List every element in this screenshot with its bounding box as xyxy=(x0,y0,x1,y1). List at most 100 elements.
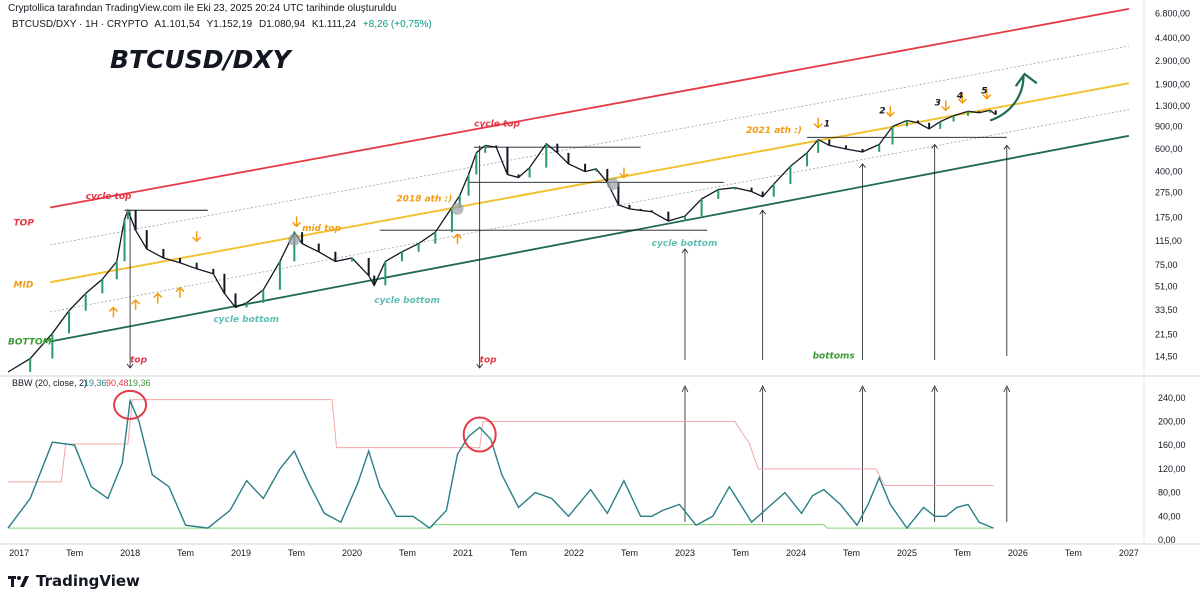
price-axis-label: 33,50 xyxy=(1155,305,1178,315)
green-projection-arrow xyxy=(989,76,1025,122)
bbw-cycle-top-circle xyxy=(462,416,497,453)
price-candle xyxy=(667,211,670,221)
vertical-arrow-head xyxy=(476,363,483,369)
annotation-label: 2021 ath :) xyxy=(746,126,802,136)
vertical-arrow-head xyxy=(859,163,866,169)
annotation-label: mid top xyxy=(302,224,342,234)
price-candle xyxy=(761,191,764,197)
price-candle xyxy=(367,257,370,276)
orange-up-arrow xyxy=(175,286,185,298)
annotation-label: cycle bottom xyxy=(374,296,440,306)
price-axis-label: 400,00 xyxy=(1155,167,1183,177)
time-axis-label: Tem xyxy=(732,548,749,558)
price-candle xyxy=(101,279,104,294)
time-axis-label: 2022 xyxy=(564,548,584,558)
annotation-label: MID xyxy=(14,281,34,291)
annotation-label: 1 xyxy=(824,119,830,129)
orange-down-arrow xyxy=(813,117,823,129)
price-axis-label: 900,00 xyxy=(1155,121,1183,131)
symbol-name[interactable]: BTCUSD/DXY · 1H · CRYPTO xyxy=(12,19,149,30)
channel-line-bottom xyxy=(50,134,1130,343)
time-axis-label: 2019 xyxy=(231,548,251,558)
annotation-label: cycle top xyxy=(474,119,520,129)
bbw-axis-label: 40,00 xyxy=(1158,511,1181,521)
price-candle xyxy=(475,152,478,175)
price-candle xyxy=(400,251,403,262)
price-candle xyxy=(29,358,32,372)
price-candle xyxy=(84,293,87,311)
price-candle xyxy=(556,143,559,153)
time-axis-label: Tem xyxy=(399,548,416,558)
price-axis-label: 21,50 xyxy=(1155,330,1178,340)
bbw-lower-line xyxy=(8,524,994,529)
annotation-label: 3 xyxy=(935,98,941,108)
price-candle xyxy=(966,111,969,116)
ohlc-open: A1.101,54 xyxy=(154,19,200,30)
time-axis-label: Tem xyxy=(288,548,305,558)
price-candle xyxy=(145,230,148,249)
price-candle xyxy=(245,302,248,308)
price-candle xyxy=(223,273,226,294)
vertical-arrow-head xyxy=(931,143,939,149)
price-candle xyxy=(750,187,753,192)
time-axis-label: 2020 xyxy=(342,548,362,558)
tradingview-footer: TradingView xyxy=(8,571,140,591)
price-candle xyxy=(450,207,453,233)
price-candle xyxy=(733,187,736,190)
annotation-label: cycle bottom xyxy=(652,239,718,249)
annotation-label: cycle bottom xyxy=(213,315,279,325)
price-candle xyxy=(817,139,820,153)
price-candle xyxy=(458,195,461,208)
orange-down-arrow xyxy=(957,92,967,105)
time-axis-label: Tem xyxy=(621,548,638,558)
orange-down-arrow xyxy=(885,106,895,118)
price-candle xyxy=(717,189,720,199)
bbw-axis-label: 200,00 xyxy=(1158,416,1186,426)
price-candle xyxy=(262,289,265,303)
price-candle xyxy=(434,232,437,244)
price-candle xyxy=(115,261,118,280)
bbw-arrow-head xyxy=(859,385,866,393)
time-axis-label: Tem xyxy=(843,548,860,558)
bbw-legend-value-3: 19,36 xyxy=(128,378,151,388)
bbw-arrow-head xyxy=(681,385,689,393)
price-candle xyxy=(567,152,570,164)
orange-down-arrow xyxy=(292,216,302,228)
bbw-arrow-head xyxy=(1003,385,1011,393)
price-candle xyxy=(373,275,376,286)
time-axis-label: Tem xyxy=(1065,548,1082,558)
orange-down-arrow xyxy=(619,167,629,179)
price-candle xyxy=(506,147,509,175)
orange-down-arrow xyxy=(982,88,992,100)
bbw-legend-title: BBW (20, close, 2) xyxy=(12,378,87,388)
ohlc-low: D1.080,94 xyxy=(258,19,306,30)
channel-dotted-line xyxy=(50,109,1129,313)
chart-title: BTCUSD/DXY xyxy=(110,45,294,74)
time-axis-label: 2025 xyxy=(897,548,917,558)
price-candle xyxy=(939,121,942,129)
time-axis-label: 2021 xyxy=(453,548,473,558)
price-candle xyxy=(545,143,548,168)
price-candle xyxy=(683,216,686,221)
orange-down-arrow xyxy=(192,231,202,243)
price-axis-label: 1.300,00 xyxy=(1155,101,1190,111)
time-axis-label: 2023 xyxy=(675,548,695,558)
touch-circle-marker xyxy=(606,178,619,191)
time-axis-label: 2027 xyxy=(1119,548,1139,558)
bbw-arrow-head xyxy=(931,385,939,393)
time-axis-label: 2018 xyxy=(120,548,140,558)
bbw-main-line xyxy=(7,398,994,530)
price-candle xyxy=(293,232,296,262)
orange-up-arrow xyxy=(452,233,463,245)
price-candle xyxy=(495,145,498,148)
time-axis-label: Tem xyxy=(177,548,194,558)
time-axis-label: Tem xyxy=(66,548,83,558)
price-candle xyxy=(301,232,304,244)
price-candle xyxy=(978,111,981,113)
price-candle xyxy=(126,210,129,220)
tradingview-brand: TradingView xyxy=(36,572,140,590)
price-candle xyxy=(994,110,997,115)
price-candle xyxy=(351,257,354,262)
ohlc-change: +8,26 (+0,75%) xyxy=(362,19,432,30)
